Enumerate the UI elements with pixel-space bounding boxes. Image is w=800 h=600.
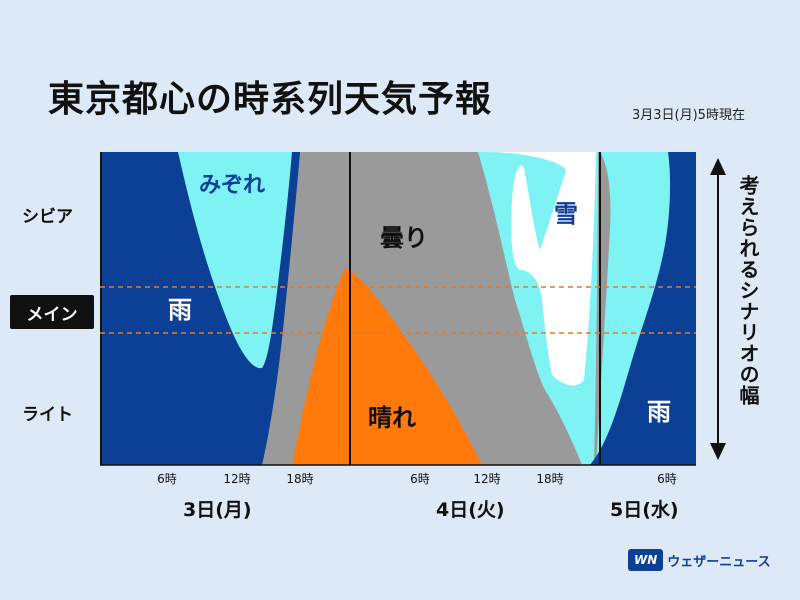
x-tick-label: 6時 <box>657 472 677 486</box>
scenario-arrow-down <box>710 443 726 460</box>
sleet-region <box>178 152 292 369</box>
region-label-cloudy: 曇り <box>380 224 428 252</box>
region-label-snow: 雪 <box>554 200 578 228</box>
x-tick-label: 18時 <box>536 472 563 486</box>
x-tick-label: 18時 <box>286 472 313 486</box>
page-title: 東京都心の時系列天気予報 <box>48 79 493 120</box>
day-label-2: 5日(水) <box>610 499 679 521</box>
rain-region-2 <box>590 152 696 465</box>
day-label-1: 4日(火) <box>436 499 505 521</box>
region-label-sunny: 晴れ <box>368 404 416 432</box>
brand-name: ウェザーニュース <box>667 554 771 570</box>
row-label-main: メイン <box>10 295 94 329</box>
scenario-range-label: 考えられるシナリオの幅 <box>736 175 760 406</box>
as-of-timestamp: 3月3日(月)5時現在 <box>632 108 745 123</box>
region-label-sleet: みぞれ <box>199 173 265 198</box>
x-tick-labels: 6時 12時 18時 6時 12時 18時 6時 <box>157 472 677 486</box>
region-label-rain: 雨 <box>168 296 192 324</box>
day-label-0: 3日(月) <box>183 499 252 521</box>
brand-logo: WN ウェザーニュース <box>628 549 771 571</box>
sunny-region <box>292 268 482 465</box>
x-tick-label: 12時 <box>473 472 500 486</box>
brand-mark: WN <box>628 549 664 571</box>
scenario-arrow-up <box>710 158 726 175</box>
row-label-light: ライト <box>22 405 73 425</box>
snow-region <box>486 152 596 386</box>
row-label-main-text: メイン <box>26 304 78 325</box>
x-tick-label: 6時 <box>410 472 430 486</box>
x-tick-label: 12時 <box>223 472 250 486</box>
region-label-rain-2: 雨 <box>647 398 671 426</box>
x-tick-label: 6時 <box>157 472 177 486</box>
row-label-severe: シビア <box>22 207 73 227</box>
